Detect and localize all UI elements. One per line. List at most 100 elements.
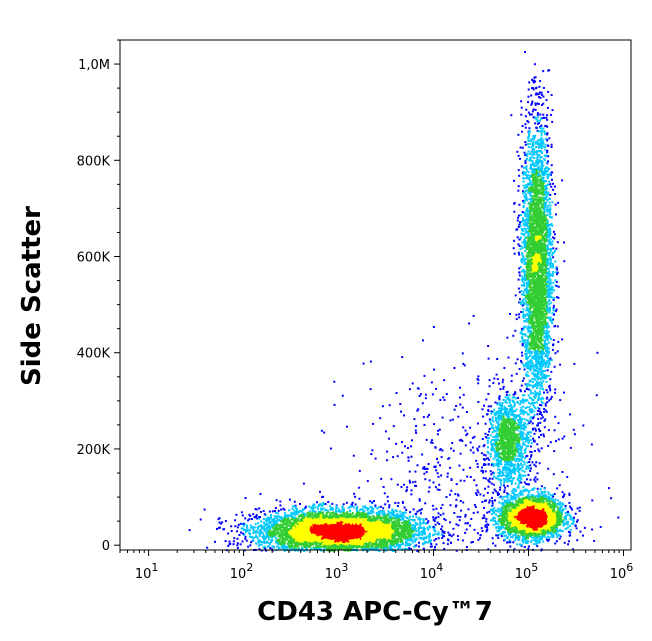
event-dot — [413, 529, 416, 532]
event-dot — [350, 518, 352, 521]
event-dot — [310, 548, 313, 551]
event-dot — [269, 534, 272, 537]
event-dot — [389, 517, 392, 520]
event-dot — [257, 522, 260, 525]
event-dot — [308, 516, 311, 519]
event-dot — [335, 514, 338, 517]
event-dot — [236, 537, 239, 540]
event-dot — [318, 504, 321, 507]
event-dot — [408, 518, 411, 521]
event-dot — [234, 525, 237, 528]
event-dot — [379, 510, 382, 512]
event-dot — [359, 512, 362, 515]
event-dot — [330, 516, 333, 519]
event-dot — [383, 522, 386, 524]
event-dot — [263, 525, 266, 528]
event-dot — [400, 530, 403, 533]
event-dot — [389, 533, 392, 536]
event-dot — [322, 516, 325, 519]
event-dot — [379, 538, 382, 541]
event-dot — [308, 528, 311, 531]
event-dot — [386, 537, 389, 540]
event-dot — [332, 523, 335, 526]
event-dot — [257, 538, 260, 541]
event-dot — [312, 536, 314, 539]
event-dot — [363, 521, 365, 524]
event-dot — [272, 524, 275, 527]
event-dot — [260, 543, 263, 546]
event-dot — [259, 530, 262, 533]
event-dot — [360, 533, 363, 536]
event-dot — [241, 514, 244, 517]
event-dot — [310, 531, 313, 534]
event-dot — [301, 510, 303, 513]
event-dot — [400, 543, 403, 546]
event-dot — [331, 502, 334, 505]
event-dot — [369, 510, 372, 513]
event-dot — [386, 525, 389, 528]
event-dot — [302, 525, 305, 528]
event-dot — [365, 547, 368, 550]
event-dot — [288, 522, 291, 525]
event-dot — [370, 530, 373, 533]
event-dot — [268, 524, 271, 527]
event-dot — [266, 527, 268, 530]
event-dot — [290, 517, 293, 520]
event-dot — [359, 521, 362, 524]
event-dot — [319, 548, 322, 551]
event-dot — [333, 544, 336, 547]
event-dot — [317, 516, 320, 519]
event-dot — [424, 541, 427, 544]
event-dot — [424, 536, 427, 539]
event-dot — [302, 539, 305, 542]
event-dot — [390, 535, 393, 538]
event-dot — [406, 542, 409, 545]
event-dot — [304, 539, 307, 542]
event-dot — [330, 547, 333, 550]
event-dot — [305, 517, 308, 520]
event-dot — [199, 518, 202, 521]
event-dot — [399, 546, 402, 549]
event-dot — [306, 533, 309, 536]
event-dot — [470, 541, 473, 544]
event-dot — [325, 513, 328, 516]
event-dot — [388, 524, 391, 527]
event-dot — [383, 515, 386, 518]
event-dot — [333, 547, 336, 550]
event-dot — [322, 543, 324, 546]
event-dot — [312, 510, 315, 513]
event-dot — [334, 513, 337, 516]
event-dot — [481, 529, 484, 532]
event-dot — [309, 513, 312, 516]
event-dot — [361, 524, 364, 527]
event-dot — [346, 511, 349, 514]
event-dot — [350, 505, 353, 508]
event-dot — [401, 541, 404, 544]
event-dot — [304, 528, 307, 531]
event-dot — [359, 523, 362, 526]
event-dot — [269, 517, 272, 520]
event-dot — [411, 528, 414, 531]
event-dot — [247, 519, 250, 522]
event-dot — [418, 527, 421, 530]
event-dot — [408, 543, 411, 546]
event-dot — [307, 540, 310, 543]
event-dot — [392, 548, 395, 551]
event-dot — [359, 536, 361, 539]
event-dot — [331, 531, 334, 534]
event-dot — [308, 505, 311, 508]
event-dot — [385, 516, 388, 519]
event-dot — [286, 517, 289, 520]
event-dot — [413, 533, 416, 536]
event-dot — [410, 528, 413, 531]
event-dot — [270, 536, 273, 538]
event-dot — [338, 514, 341, 517]
event-dot — [407, 524, 410, 527]
event-dot — [242, 532, 245, 535]
event-dot — [391, 509, 394, 512]
event-dot — [365, 512, 368, 515]
event-dot — [267, 533, 270, 536]
event-dot — [312, 526, 315, 529]
event-dot — [369, 536, 372, 539]
event-dot — [324, 538, 327, 540]
